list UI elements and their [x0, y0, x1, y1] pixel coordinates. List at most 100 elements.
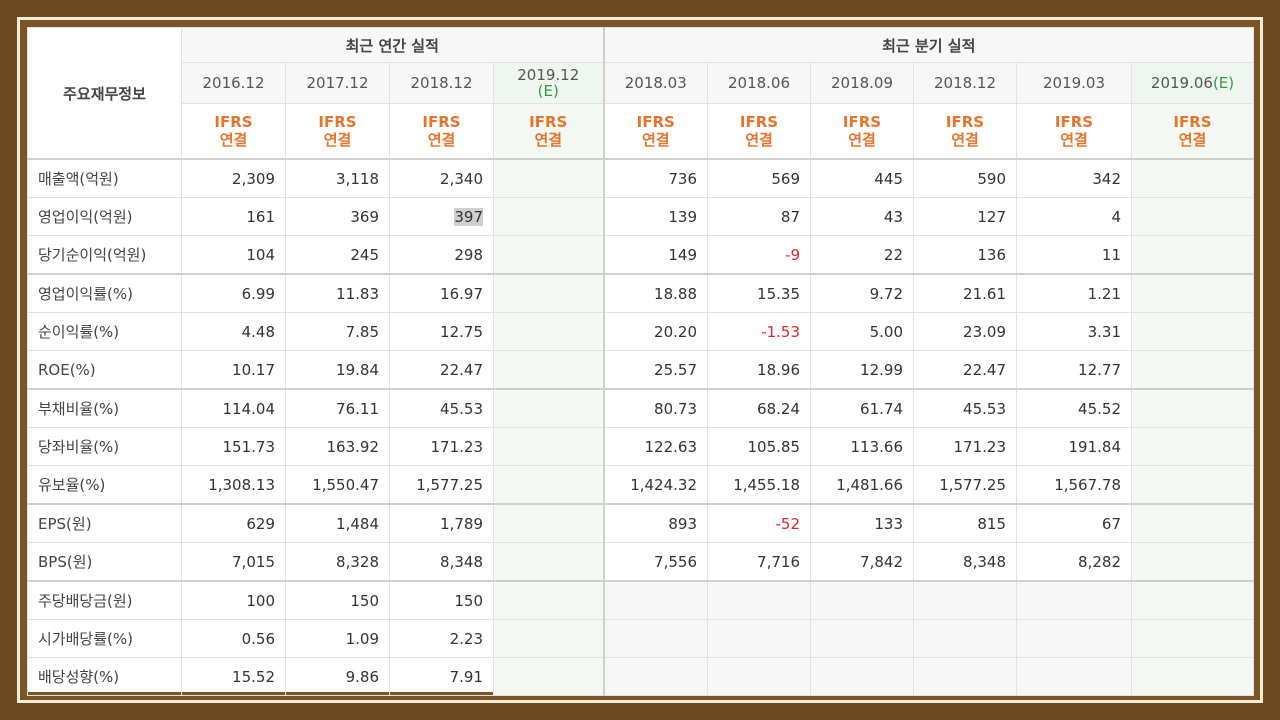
period-header: 2018.06 [707, 62, 811, 104]
annual-estimate-cell [493, 312, 605, 351]
quarter-value-cell: 15.35 [707, 273, 811, 313]
annual-value-cell: 1,484 [285, 503, 390, 543]
annual-value-cell: 12.75 [389, 312, 494, 351]
annual-value-cell: 11.83 [285, 273, 390, 313]
quarter-value-cell: 105.85 [707, 427, 811, 466]
annual-value-cell: 2.23 [389, 619, 494, 658]
quarter-value-cell: 445 [810, 158, 914, 198]
quarter-value-cell [810, 580, 914, 620]
annual-estimate-cell [493, 619, 605, 658]
consolidated-label: 연결 [951, 131, 979, 149]
accounting-standard-header: IFRS 연결 [603, 103, 708, 160]
quarter-value-cell: 45.53 [913, 388, 1017, 428]
quarter-estimate-cell [1130, 388, 1255, 428]
quarter-value-cell [707, 619, 811, 658]
row-label: 당기순이익(억원) [27, 235, 182, 275]
annual-value-cell: 19.84 [285, 350, 390, 390]
quarter-estimate-cell [1130, 657, 1255, 696]
ifrs-label: IFRS [636, 113, 675, 131]
annual-value-cell: 151.73 [181, 427, 286, 466]
annual-value-cell: 114.04 [181, 388, 286, 428]
quarter-value-cell [1016, 657, 1132, 696]
quarter-value-cell [913, 580, 1017, 620]
quarter-value-cell [1016, 580, 1132, 620]
annual-estimate-cell [493, 273, 605, 313]
quarter-estimate-cell [1130, 312, 1255, 351]
quarter-value-cell: 22.47 [913, 350, 1017, 390]
estimate-period: 2019.06 [1150, 74, 1213, 92]
consolidated-label: 연결 [1178, 131, 1207, 149]
row-label: 부채비율(%) [27, 388, 182, 428]
accounting-standard-header: IFRS 연결 [285, 103, 390, 160]
ifrs-label: IFRS [318, 113, 357, 131]
quarter-value-cell: 22 [810, 235, 914, 275]
quarter-value-cell: 25.57 [603, 350, 708, 390]
table-row: 시가배당률(%) 0.56 1.09 2.23 [27, 619, 1255, 658]
quarter-value-cell: 23.09 [913, 312, 1017, 351]
quarter-value-cell: 87 [707, 197, 811, 236]
quarter-estimate-cell [1130, 427, 1255, 466]
ifrs-label: IFRS [1054, 113, 1094, 131]
row-label: 영업이익률(%) [27, 273, 182, 313]
annual-value-cell: 8,328 [285, 542, 390, 582]
quarter-estimate-cell [1130, 542, 1255, 582]
quarter-value-cell: 113.66 [810, 427, 914, 466]
quarter-estimate-cell [1130, 273, 1255, 313]
quarter-value-cell: 8,282 [1016, 542, 1132, 582]
annual-value-cell: 104 [181, 235, 286, 275]
table-row: 영업이익(억원) 161 369 397 139 87 43 127 4 [27, 197, 1255, 236]
annual-value-cell: 163.92 [285, 427, 390, 466]
table-row: 주당배당금(원) 100 150 150 [27, 580, 1255, 620]
quarter-value-cell [810, 657, 914, 696]
quarter-value-cell: 3.31 [1016, 312, 1132, 351]
annual-estimate-cell [493, 427, 605, 466]
annual-estimate-cell [493, 350, 605, 390]
accounting-standard-header: IFRS 연결 [810, 103, 914, 160]
ifrs-label: IFRS [422, 113, 461, 131]
quarter-value-cell: 7,556 [603, 542, 708, 582]
quarter-group-header: 최근 분기 실적 [602, 27, 1255, 63]
quarter-estimate-cell [1130, 158, 1255, 198]
annual-value-cell: 16.97 [389, 273, 494, 313]
annual-value-cell: 2,340 [389, 158, 494, 198]
accounting-standard-header: IFRS 연결 [707, 103, 811, 160]
annual-estimate-cell [493, 158, 605, 198]
table-row: 유보율(%) 1,308.13 1,550.47 1,577.25 1,424.32 1,… [27, 465, 1255, 505]
annual-value-cell: 171.23 [389, 427, 494, 466]
financial-summary-sheet: 주요재무정보 최근 연간 실적 최근 분기 실적 2016.12 2017.12… [27, 27, 1255, 696]
period-header: 2018.12 [389, 62, 494, 104]
annual-estimate-cell [493, 388, 605, 428]
quarter-value-cell: 8,348 [913, 542, 1017, 582]
ifrs-label: IFRS [214, 113, 253, 131]
ifrs-label: IFRS [739, 113, 779, 131]
annual-value-cell: 1,789 [389, 503, 494, 543]
quarter-value-cell: 1,577.25 [913, 465, 1017, 505]
annual-value-cell: 45.53 [389, 388, 494, 428]
quarter-estimate-cell [1130, 580, 1255, 620]
row-label: 주당배당금(원) [27, 580, 182, 620]
table-row: BPS(원) 7,015 8,328 8,348 7,556 7,716 7,842 8,34… [27, 542, 1255, 582]
quarter-value-cell: 11 [1016, 235, 1132, 275]
annual-value-cell: 161 [181, 197, 286, 236]
annual-estimate-cell [493, 580, 605, 620]
row-label: 매출액(억원) [27, 158, 182, 198]
annual-value-cell: 369 [285, 197, 390, 236]
accounting-standard-header: IFRS 연결 [1130, 103, 1255, 160]
quarter-value-cell: 1,424.32 [603, 465, 708, 505]
quarter-value-cell: 20.20 [603, 312, 708, 351]
estimate-tag: (E) [1212, 74, 1235, 92]
quarter-value-cell: 342 [1016, 158, 1132, 198]
annual-estimate-cell [493, 235, 605, 275]
quarter-value-cell: 133 [810, 503, 914, 543]
quarter-estimate-cell [1130, 465, 1255, 505]
period-header: 2018.09 [810, 62, 914, 104]
annual-estimate-cell [493, 197, 605, 236]
annual-value-cell: 22.47 [389, 350, 494, 390]
annual-estimate-cell [493, 542, 605, 582]
period-header: 2016.12 [181, 62, 286, 104]
annual-value-cell: 0.56 [181, 619, 286, 658]
annual-value-cell: 1,550.47 [285, 465, 390, 505]
quarter-value-cell: 127 [913, 197, 1017, 236]
row-label: 영업이익(억원) [27, 197, 182, 236]
quarter-value-cell: 171.23 [913, 427, 1017, 466]
